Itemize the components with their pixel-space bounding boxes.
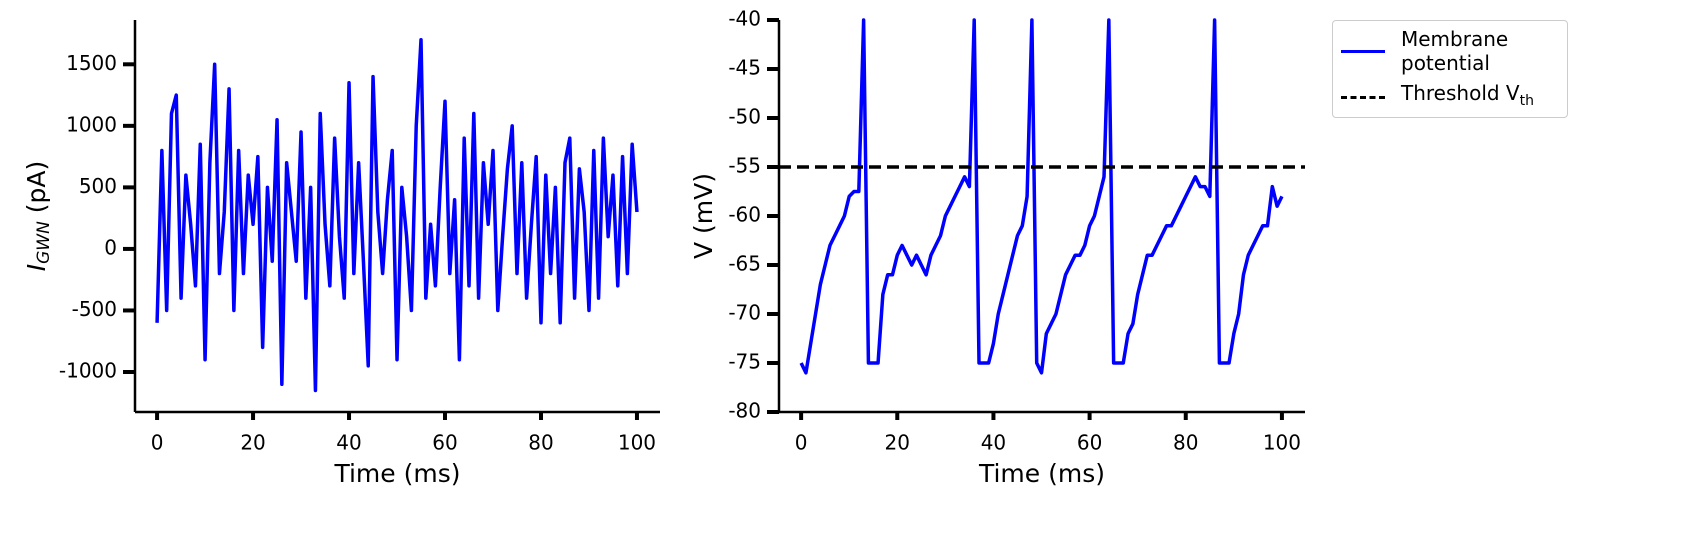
data-line — [799, 18, 1284, 375]
data-line — [155, 37, 639, 393]
legend-entry: Threshold Vth — [1341, 81, 1559, 113]
legend-sub: th — [1519, 93, 1534, 109]
y-tick-label: 0 — [104, 235, 117, 259]
y-tick-label: -40 — [728, 7, 761, 31]
y-tick-label: -80 — [728, 399, 761, 423]
legend-label: Membrane potential — [1401, 27, 1551, 75]
x-tick-label: 60 — [432, 431, 457, 455]
x-tick-label: 80 — [528, 431, 553, 455]
legend-swatch — [1341, 49, 1385, 53]
legend-text: Threshold V — [1401, 81, 1520, 105]
legend-text: Membrane potential — [1401, 27, 1509, 75]
x-tick-label: 100 — [618, 431, 656, 455]
legend: Membrane potential Threshold Vth — [1332, 20, 1568, 118]
y-tick-label: -1000 — [59, 359, 117, 383]
legend-swatch — [1341, 95, 1385, 99]
y-label-sub: GWN — [34, 221, 54, 264]
y-axis-label: V (mV) — [689, 173, 718, 259]
y-tick-label: -45 — [728, 56, 761, 80]
x-axis-label: Time (ms) — [333, 459, 460, 488]
y-axis-label: IGWN (pA) — [22, 161, 54, 272]
x-tick-label: 80 — [1173, 431, 1198, 455]
x-tick-label: 100 — [1263, 431, 1301, 455]
y-tick-label: -500 — [72, 297, 117, 321]
y-tick-label: 1500 — [66, 51, 117, 75]
y-tick-label: -70 — [728, 301, 761, 325]
y-tick-label: -75 — [728, 350, 761, 374]
y-tick-label: 1000 — [66, 112, 117, 136]
y-label-unit: (pA) — [22, 161, 51, 213]
x-tick-label: 20 — [885, 431, 910, 455]
legend-label: Threshold Vth — [1401, 81, 1551, 113]
x-tick-label: 0 — [795, 431, 808, 455]
y-label-main: I — [22, 264, 51, 271]
y-tick-label: -55 — [728, 154, 761, 178]
x-tick-label: 0 — [151, 431, 164, 455]
x-tick-label: 20 — [240, 431, 265, 455]
x-tick-label: 40 — [981, 431, 1006, 455]
y-tick-label: -50 — [728, 105, 761, 129]
y-tick-label: -60 — [728, 203, 761, 227]
x-axis-label: Time (ms) — [978, 459, 1105, 488]
x-tick-label: 40 — [336, 431, 361, 455]
legend-entry: Membrane potential — [1341, 27, 1559, 75]
y-tick-label: 500 — [79, 174, 117, 198]
y-tick-label: -65 — [728, 252, 761, 276]
x-tick-label: 60 — [1077, 431, 1102, 455]
